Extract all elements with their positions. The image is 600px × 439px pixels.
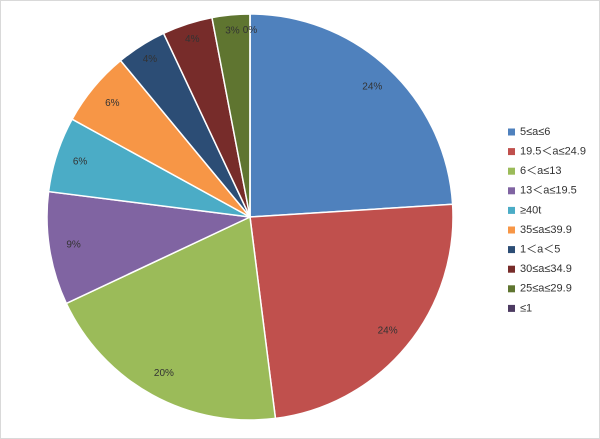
legend-label: 30≤a≤34.9 <box>520 263 572 275</box>
pie-slice <box>249 13 454 218</box>
legend-label: 6＜a≤13 <box>520 165 562 177</box>
pie-slice <box>249 203 454 420</box>
legend-swatch <box>508 226 515 234</box>
pie-slice <box>46 190 253 305</box>
data-label: 6% <box>73 156 88 167</box>
data-label: 9% <box>66 240 81 251</box>
legend-swatch <box>508 128 515 136</box>
legend-label: ≥40t <box>520 204 541 216</box>
legend-swatch <box>508 167 515 175</box>
legend-label: 5≤a≤6 <box>520 126 550 138</box>
data-label: 4% <box>143 54 158 65</box>
legend-label: 35≤a≤39.9 <box>520 224 572 236</box>
legend-label: 19.5＜a≤24.9 <box>520 146 586 158</box>
legend-swatch <box>508 187 515 195</box>
data-label: 24% <box>378 326 398 337</box>
legend-swatch <box>508 148 515 156</box>
data-label: 20% <box>154 368 174 379</box>
legend-swatch <box>508 304 515 312</box>
legend-label: ≤1 <box>520 302 532 314</box>
data-label: 6% <box>105 98 120 109</box>
legend-swatch <box>508 265 515 273</box>
data-label: 4% <box>185 34 200 45</box>
data-label: 0% <box>243 25 258 36</box>
pie-slice <box>65 215 277 421</box>
legend-label: 13＜a≤19.5 <box>520 185 577 197</box>
legend-label: 25≤a≤29.9 <box>520 283 572 295</box>
legend-swatch <box>508 285 515 293</box>
data-label: 24% <box>362 81 382 92</box>
legend-label: 1＜a＜5 <box>520 244 560 256</box>
data-label: 3% <box>225 26 240 37</box>
legend-swatch <box>508 206 515 214</box>
legend-swatch <box>508 246 515 254</box>
